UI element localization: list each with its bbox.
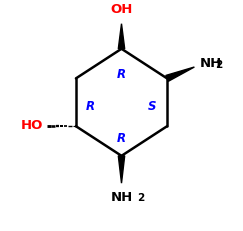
Polygon shape — [118, 156, 125, 183]
Polygon shape — [118, 24, 125, 49]
Text: R: R — [117, 132, 126, 145]
Polygon shape — [166, 67, 194, 81]
Text: S: S — [148, 100, 156, 113]
Text: NH: NH — [200, 57, 222, 70]
Text: OH: OH — [110, 3, 133, 16]
Text: 2: 2 — [137, 193, 144, 203]
Text: R: R — [86, 100, 95, 113]
Text: HO: HO — [21, 119, 43, 132]
Text: 2: 2 — [215, 60, 222, 70]
Text: R: R — [117, 68, 126, 82]
Text: NH: NH — [110, 191, 133, 204]
